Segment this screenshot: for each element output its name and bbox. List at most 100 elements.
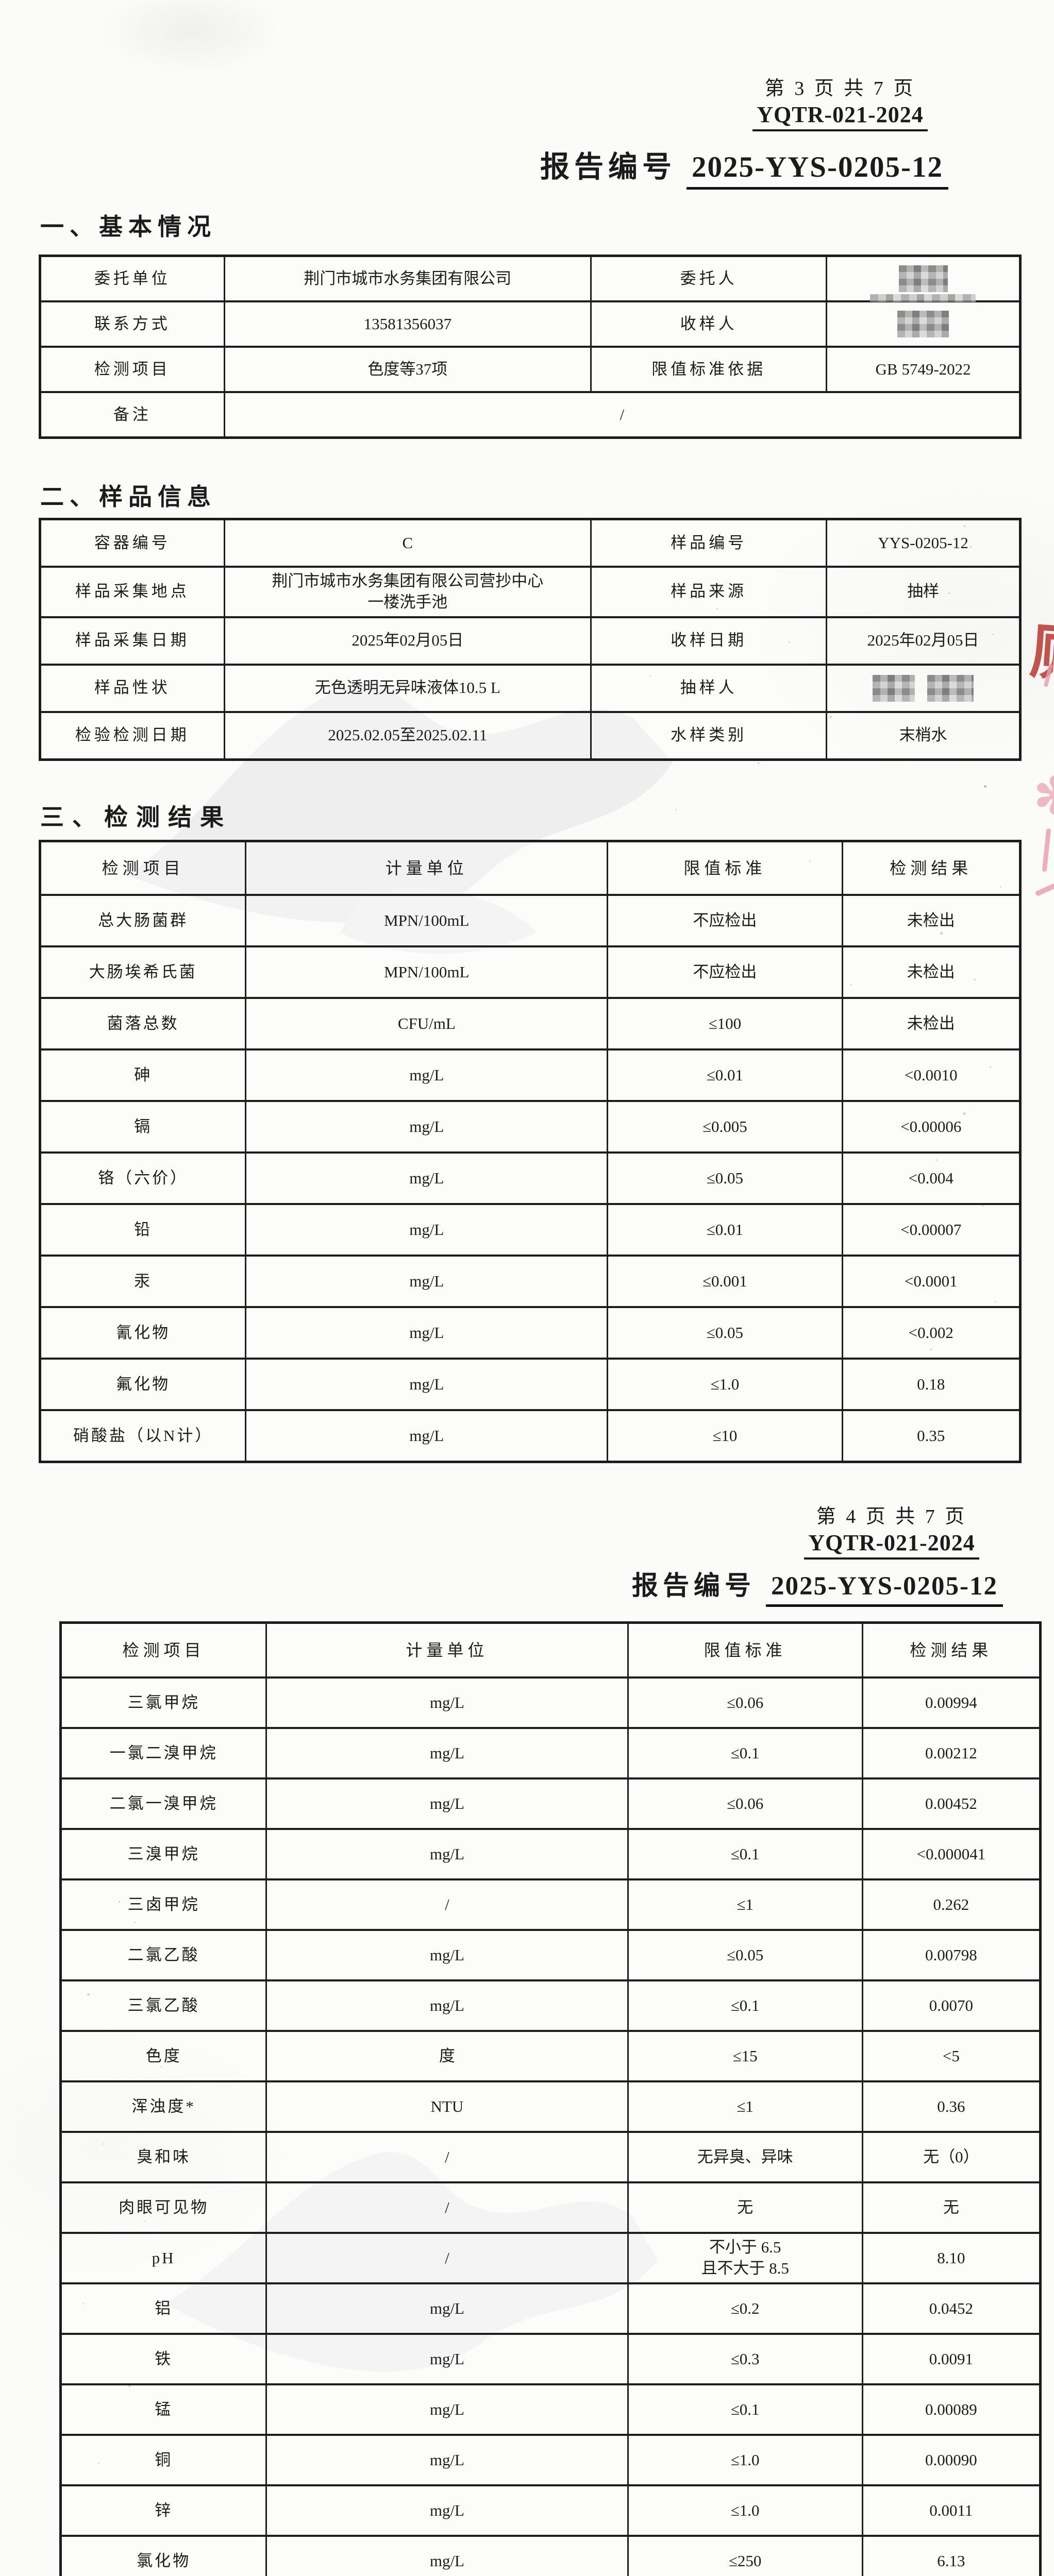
cell-limit: ≤0.1 — [629, 1729, 863, 1777]
column-header: 限值标准 — [608, 842, 843, 894]
info-row: 容器编号 C 样品编号 YYS-0205-12 — [41, 520, 1019, 568]
cell-unit: mg/L — [267, 2284, 629, 2333]
table-header-row: 检测项目 计量单位 限值标准 检测结果 — [41, 842, 1019, 896]
cell-item: 二氯一溴甲烷 — [62, 1780, 267, 1828]
row-label: 检验检测日期 — [41, 713, 225, 758]
cell-unit: mg/L — [267, 1780, 629, 1828]
cell-unit: mg/L — [267, 1931, 629, 1979]
cell-result: 0.18 — [917, 1375, 945, 1393]
redacted-text — [873, 674, 974, 702]
cell-limit: ≤0.05 — [629, 1931, 863, 1979]
row-label: 抽样人 — [592, 665, 828, 711]
row-label: 样品采集日期 — [41, 618, 225, 664]
row-label: 容器编号 — [41, 520, 225, 566]
document-code: YQTR-021-2024 — [804, 1530, 979, 1560]
pixelated-redaction — [898, 265, 948, 292]
result-row: 锰 mg/L ≤0.1 0.00089 — [62, 2385, 1039, 2436]
scan-noise — [964, 526, 965, 527]
report-number-value: 2025-YYS-0205-12 — [766, 1571, 1003, 1607]
results-table-page4: 检测项目 计量单位 限值标准 检测结果 三氯甲烷 mg/L ≤0.06 0.00994 一氯二溴… — [59, 1621, 1042, 2576]
row-value: 13581356037 — [225, 302, 592, 346]
result-row: 汞 mg/L ≤0.001 <0.0001 — [41, 1257, 1019, 1308]
cell-item: 铬（六价） — [41, 1154, 247, 1203]
result-row: 二氯乙酸 mg/L ≤0.05 0.00798 — [62, 1931, 1039, 1981]
cell-result: 无（0） — [923, 2147, 979, 2166]
cell-unit: NTU — [267, 2082, 629, 2131]
row-value: YYS-0205-12 — [878, 533, 968, 552]
row-label: 收样日期 — [592, 618, 828, 664]
cell-unit: mg/L — [267, 2436, 629, 2484]
cell-unit: mg/L — [267, 1729, 629, 1777]
cell-limit: ≤0.06 — [629, 1780, 863, 1828]
scan-watermark — [129, 684, 673, 954]
result-row: 铜 mg/L ≤1.0 0.00090 — [62, 2436, 1039, 2486]
cell-item: 色度 — [62, 2032, 267, 2080]
cell-limit: ≤0.05 — [608, 1154, 843, 1203]
cell-limit: ≤0.05 — [608, 1308, 843, 1358]
result-row: 肉眼可见物 / 无无 — [62, 2183, 1039, 2234]
row-label: 限值标准依据 — [592, 348, 828, 391]
cell-limit: ≤1.0 — [608, 1360, 843, 1409]
cell-result: 未检出 — [907, 1014, 955, 1032]
cell-limit: ≤250 — [629, 2537, 863, 2576]
info-row: 样品性状 无色透明无异味液体10.5 L 抽样人 — [41, 665, 1019, 713]
result-row: 铁 mg/L ≤0.3 0.0091 — [62, 2335, 1039, 2385]
cell-unit: mg/L — [246, 1154, 609, 1203]
cell-limit: ≤0.1 — [629, 2385, 863, 2434]
pink-stroke-icon — [1042, 828, 1051, 872]
cell-result: <0.002 — [908, 1323, 953, 1342]
cell-result: 0.36 — [937, 2097, 965, 2115]
cell-unit: mg/L — [267, 2335, 629, 2383]
row-value: 无色透明无异味液体10.5 L — [225, 665, 592, 711]
cell-result: 未检出 — [907, 911, 955, 929]
cell-unit: mg/L — [246, 1360, 609, 1409]
result-row: pH / 不小于 6.5 且不大于 8.5 8.10 — [62, 2234, 1039, 2284]
cell-item: 氯化物 — [62, 2537, 267, 2576]
result-row: 三氯甲烷 mg/L ≤0.06 0.00994 — [62, 1679, 1039, 1729]
section-title-results: 三、检测结果 — [40, 804, 232, 831]
cell-item: 汞 — [41, 1257, 247, 1306]
report-number-label: 报告编号 — [632, 1572, 756, 1601]
cell-limit: ≤0.005 — [608, 1102, 843, 1151]
cell-result: <0.0001 — [904, 1272, 958, 1290]
cell-limit: ≤0.01 — [608, 1205, 843, 1255]
cell-unit: mg/L — [267, 1679, 629, 1727]
result-row: 三氯乙酸 mg/L ≤0.1 0.0070 — [62, 1981, 1039, 2032]
row-value: 2025年02月05日 — [867, 631, 979, 650]
cell-result: 8.10 — [937, 2248, 965, 2267]
cell-item: 氟化物 — [41, 1360, 247, 1409]
cell-limit: ≤1 — [629, 1880, 863, 1929]
result-row: 三溴甲烷 mg/L ≤0.1 <0.000041 — [62, 1830, 1039, 1880]
cell-result: 0.00798 — [925, 1945, 977, 1964]
cell-item: 铁 — [62, 2335, 267, 2383]
cell-item: 铜 — [62, 2436, 267, 2484]
result-row: 氟化物 mg/L ≤1.0 0.18 — [41, 1360, 1019, 1411]
cell-unit: mg/L — [267, 1981, 629, 2030]
result-row: 氯化物 mg/L ≤250 6.13 — [62, 2537, 1039, 2576]
cell-result: <0.000041 — [916, 1844, 986, 1863]
column-header: 计量单位 — [246, 842, 609, 894]
cell-limit: ≤10 — [608, 1411, 843, 1461]
page3-header: 第 3 页 共 7 页 YQTR-021-2024 — [716, 72, 964, 131]
cell-item: 三氯甲烷 — [62, 1679, 267, 1727]
result-row: 色度度 ≤15 <5 — [62, 2032, 1039, 2082]
cell-unit: 度 — [267, 2032, 629, 2080]
row-label: 收样人 — [592, 302, 828, 346]
scan-noise — [119, 1901, 120, 1903]
cell-unit: mg/L — [246, 1050, 609, 1100]
pixelated-redaction — [927, 674, 974, 702]
row-label: 备注 — [41, 393, 225, 436]
cell-item: 臭和味 — [62, 2133, 267, 2181]
redacted-text — [898, 265, 948, 292]
cell-result: 0.262 — [933, 1895, 969, 1913]
cell-result: <0.0010 — [904, 1065, 958, 1084]
cell-result: 0.0011 — [929, 2501, 973, 2519]
cell-limit: ≤0.01 — [608, 1050, 843, 1100]
cell-item: 砷 — [41, 1050, 247, 1100]
cell-unit: mg/L — [267, 2486, 629, 2535]
cell-unit: / — [267, 2133, 629, 2181]
row-label: 委托单位 — [41, 257, 225, 300]
column-header: 检测结果 — [910, 1640, 993, 1659]
cell-unit: mg/L — [246, 1411, 609, 1461]
row-value — [827, 666, 1019, 711]
